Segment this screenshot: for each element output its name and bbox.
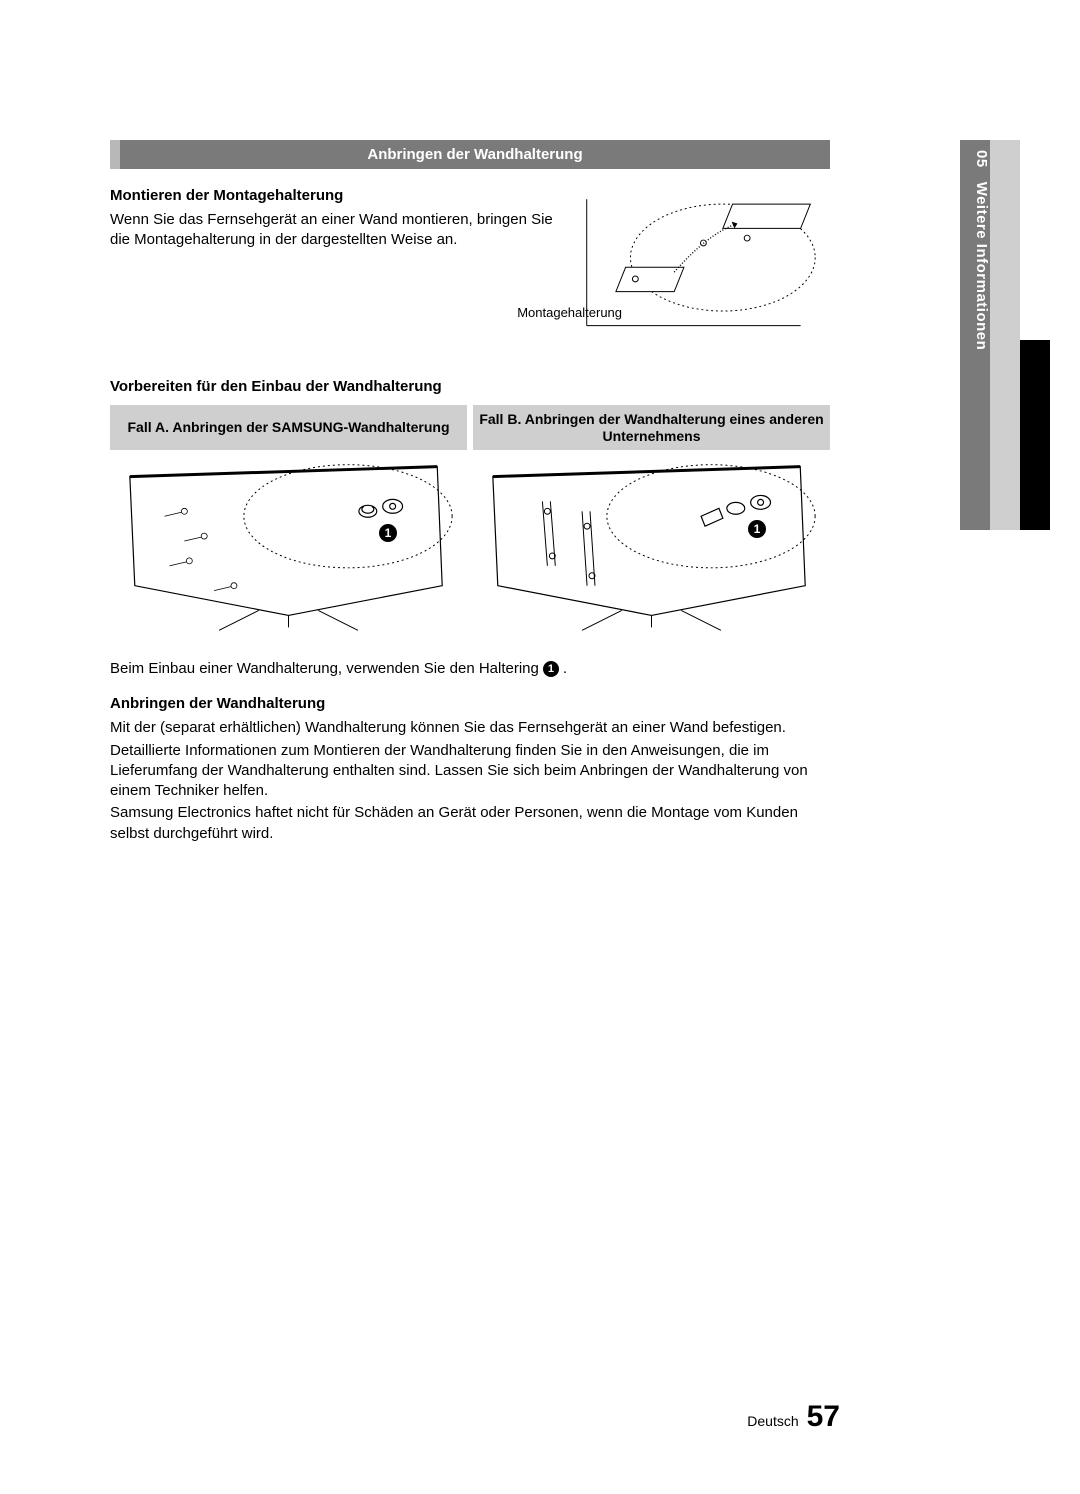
subheading-prepare-mount: Vorbereiten für den Einbau der Wandhalte… bbox=[110, 378, 830, 395]
note-suffix: . bbox=[563, 660, 567, 677]
chapter-number: 05 bbox=[973, 150, 990, 168]
side-tab-light bbox=[990, 140, 1020, 530]
attach-p3: Samsung Electronics haftet nicht für Sch… bbox=[110, 803, 830, 844]
case-a-diagram: 1 bbox=[110, 456, 467, 636]
attach-p1: Mit der (separat erhältlichen) Wandhalte… bbox=[110, 718, 830, 738]
side-thumb-index bbox=[1020, 340, 1050, 530]
mount-bracket-text: Wenn Sie das Fernsehgerät an einer Wand … bbox=[110, 210, 557, 251]
content-area: Anbringen der Wandhalterung Montieren de… bbox=[110, 140, 830, 844]
case-b-diagram: 1 bbox=[473, 456, 830, 636]
footer-language: Deutsch bbox=[747, 1413, 798, 1429]
page-footer: Deutsch 57 bbox=[747, 1400, 840, 1434]
attach-p2: Detaillierte Informationen zum Montieren… bbox=[110, 741, 830, 802]
mount-bracket-diagram: Montagehalterung bbox=[577, 187, 830, 338]
section-title-bar: Anbringen der Wandhalterung bbox=[110, 140, 830, 169]
diagram-label: Montagehalterung bbox=[517, 305, 622, 320]
case-header-row: Fall A. Anbringen der SAMSUNG-Wandhalter… bbox=[110, 405, 830, 451]
wall-mount-details: Anbringen der Wandhalterung Mit der (sep… bbox=[110, 695, 830, 844]
side-tab: 05 Weitere Informationen bbox=[960, 140, 1020, 530]
manual-page: 05 Weitere Informationen Anbringen der W… bbox=[0, 0, 1080, 1494]
case-a-svg bbox=[110, 456, 467, 636]
chapter-title: Weitere Informationen bbox=[973, 182, 990, 351]
inline-marker-one: 1 bbox=[543, 661, 559, 677]
case-b-header: Fall B. Anbringen der Wandhalterung eine… bbox=[473, 405, 830, 451]
side-tab-dark: 05 Weitere Informationen bbox=[960, 140, 990, 530]
holder-ring-note: Beim Einbau einer Wandhalterung, verwend… bbox=[110, 660, 830, 677]
case-image-row: 1 bbox=[110, 456, 830, 636]
subheading-attach-mount: Anbringen der Wandhalterung bbox=[110, 695, 830, 712]
subheading-mount-bracket: Montieren der Montagehalterung bbox=[110, 187, 557, 204]
mounting-intro-row: Montieren der Montagehalterung Wenn Sie … bbox=[110, 187, 830, 338]
case-b-svg bbox=[473, 456, 830, 636]
page-number: 57 bbox=[807, 1400, 840, 1434]
note-text: Beim Einbau einer Wandhalterung, verwend… bbox=[110, 660, 539, 677]
mounting-intro-text: Montieren der Montagehalterung Wenn Sie … bbox=[110, 187, 557, 338]
case-a-header: Fall A. Anbringen der SAMSUNG-Wandhalter… bbox=[110, 405, 467, 451]
